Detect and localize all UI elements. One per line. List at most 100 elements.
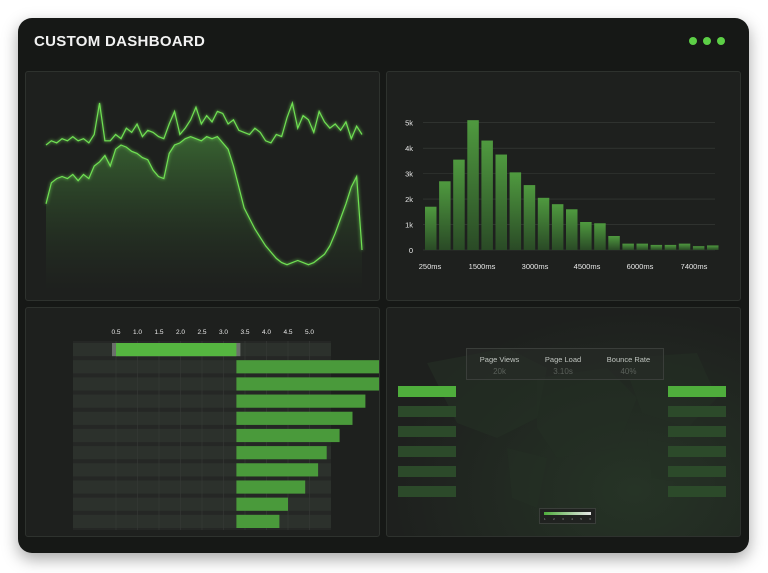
stat-label: Page Views bbox=[479, 355, 520, 364]
bar bbox=[236, 514, 280, 528]
histogram-bar bbox=[636, 243, 648, 250]
histogram-bar bbox=[509, 172, 522, 250]
histogram-bar bbox=[608, 236, 620, 250]
histogram-bar bbox=[594, 223, 606, 250]
x-tick-label: 1.5 bbox=[154, 329, 163, 336]
country-bar[interactable] bbox=[668, 446, 726, 457]
world-map-background bbox=[427, 348, 717, 508]
histogram-bar bbox=[551, 204, 564, 250]
country-bar[interactable] bbox=[668, 466, 726, 477]
histogram-bar bbox=[692, 246, 705, 250]
dashboard-title: CUSTOM DASHBOARD bbox=[34, 33, 206, 50]
stat-value: 20k bbox=[493, 367, 506, 376]
histogram-bar bbox=[580, 222, 592, 250]
country-bar[interactable] bbox=[398, 386, 456, 397]
x-tick-label: 1500ms bbox=[469, 262, 496, 271]
y-tick-label: 4k bbox=[405, 144, 413, 153]
map-panel: Page Views 20k Page Load 3.10s Bounce Ra… bbox=[386, 307, 741, 537]
bar bbox=[236, 394, 366, 408]
country-bar[interactable] bbox=[668, 486, 726, 497]
stat-label: Bounce Rate bbox=[606, 355, 651, 364]
histogram-bar bbox=[481, 140, 493, 250]
x-tick-label: 2.5 bbox=[197, 329, 206, 336]
y-tick-label: 5k bbox=[405, 119, 413, 128]
histogram-bar bbox=[495, 154, 507, 250]
legend-tick: 4 bbox=[571, 517, 573, 521]
stats-box: Page Views 20k Page Load 3.10s Bounce Ra… bbox=[466, 348, 664, 380]
histogram-panel: 0 1k 2k 3k 4k 5k 250ms 1500ms 3000ms 4500ms 6000ms… bbox=[386, 71, 741, 301]
histogram-chart: 0 1k 2k 3k 4k 5k 250ms 1500ms 3000ms 4500ms 6000ms… bbox=[405, 119, 719, 271]
y-tick-label: 0 bbox=[409, 246, 413, 255]
legend-gradient bbox=[544, 512, 591, 515]
stat-label: Page Load bbox=[544, 355, 582, 364]
x-tick-label: 250ms bbox=[419, 262, 442, 271]
stat-page-load: Page Load 3.10s bbox=[545, 349, 581, 379]
titlebar: CUSTOM DASHBOARD bbox=[18, 18, 749, 64]
dot bbox=[717, 37, 725, 45]
dot bbox=[689, 37, 697, 45]
x-tick-label: 4.0 bbox=[262, 329, 271, 336]
histogram-bar bbox=[467, 120, 479, 250]
x-tick-label: 3000ms bbox=[522, 262, 549, 271]
bar bbox=[236, 480, 306, 494]
x-tick-label: 3.5 bbox=[240, 329, 249, 336]
histogram-bar bbox=[664, 244, 677, 250]
histogram-bar bbox=[622, 243, 634, 250]
x-tick-label: 1.0 bbox=[133, 329, 142, 336]
x-tick-label: 3.0 bbox=[219, 329, 228, 336]
legend-tick: 1 bbox=[544, 517, 546, 521]
bar bbox=[236, 497, 288, 511]
bar bbox=[236, 446, 327, 460]
legend-ticks: 1 2 3 4 5 6 bbox=[544, 517, 591, 521]
stat-bounce-rate: Bounce Rate 40% bbox=[607, 349, 650, 379]
histogram-bar bbox=[566, 209, 578, 250]
x-tick-label: 6000ms bbox=[627, 262, 654, 271]
range-bar bbox=[116, 343, 237, 357]
map-legend: 1 2 3 4 5 6 bbox=[539, 508, 596, 524]
x-tick-label: 4500ms bbox=[574, 262, 601, 271]
country-bar[interactable] bbox=[398, 426, 456, 437]
legend-tick: 6 bbox=[589, 517, 591, 521]
area-fill bbox=[46, 136, 362, 292]
histogram-bar bbox=[537, 197, 550, 250]
area-chart-panel bbox=[25, 71, 380, 301]
country-bar[interactable] bbox=[398, 466, 456, 477]
dot bbox=[703, 37, 711, 45]
country-bar[interactable] bbox=[668, 426, 726, 437]
bar bbox=[236, 463, 319, 477]
bar bbox=[236, 411, 353, 425]
bar bbox=[236, 377, 379, 391]
stat-page-views: Page Views 20k bbox=[480, 349, 519, 379]
bar bbox=[236, 360, 379, 374]
histogram-bar bbox=[650, 244, 663, 250]
bar bbox=[236, 428, 340, 443]
dashboard-window: CUSTOM DASHBOARD bbox=[18, 18, 749, 553]
country-bar[interactable] bbox=[398, 486, 456, 497]
area-chart bbox=[45, 100, 363, 292]
legend-tick: 3 bbox=[562, 517, 564, 521]
histogram-bar bbox=[439, 181, 451, 250]
x-tick-label: 5.0 bbox=[305, 329, 314, 336]
country-bar[interactable] bbox=[398, 406, 456, 417]
legend-tick: 5 bbox=[580, 517, 582, 521]
x-tick-label: 4.5 bbox=[283, 329, 292, 336]
more-dots-icon[interactable] bbox=[689, 37, 725, 45]
y-tick-label: 2k bbox=[405, 195, 413, 204]
x-tick-label: 7400ms bbox=[681, 262, 708, 271]
x-tick-label: 0.5 bbox=[111, 329, 120, 336]
stat-value: 40% bbox=[620, 367, 637, 376]
country-bar[interactable] bbox=[668, 386, 726, 397]
bar-chart-panel: 0.5 1.0 1.5 2.0 2.5 3.0 3.5 4.0 4.5 5.0 bbox=[25, 307, 380, 537]
stat-value: 3.10s bbox=[553, 367, 573, 376]
series-line bbox=[45, 135, 363, 266]
y-tick-label: 3k bbox=[405, 170, 413, 179]
histogram-bar bbox=[425, 206, 437, 250]
y-tick-label: 1k bbox=[405, 221, 413, 230]
country-bar[interactable] bbox=[398, 446, 456, 457]
histogram-bar bbox=[707, 245, 719, 250]
bar-chart: 0.5 1.0 1.5 2.0 2.5 3.0 3.5 4.0 4.5 5.0 bbox=[73, 329, 379, 530]
legend-tick: 2 bbox=[553, 517, 555, 521]
country-bar[interactable] bbox=[668, 406, 726, 417]
histogram-bar bbox=[523, 185, 536, 250]
histogram-bar bbox=[453, 159, 465, 250]
